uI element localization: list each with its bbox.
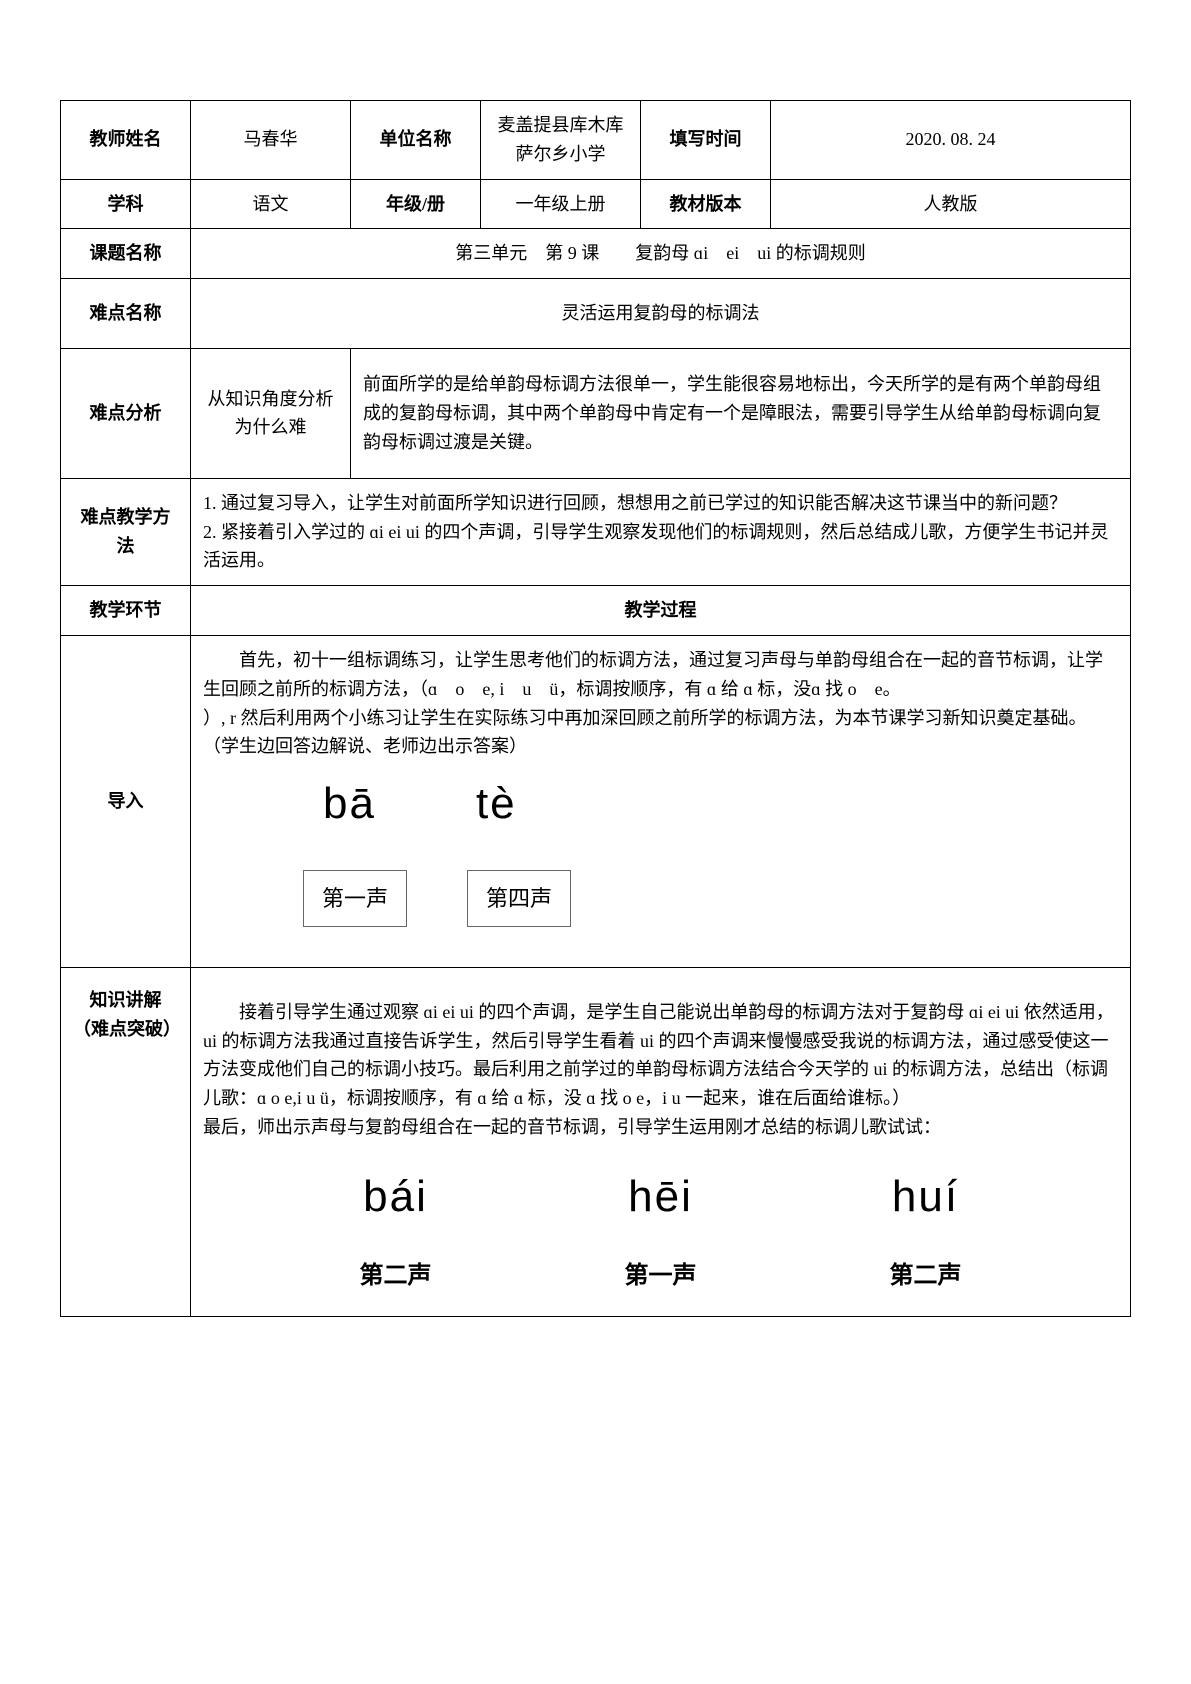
pinyin-col-2: hēi 第一声 bbox=[625, 1162, 697, 1296]
unit-name-label: 单位名称 bbox=[351, 101, 481, 180]
textbook-label: 教材版本 bbox=[641, 179, 771, 229]
process-header-row: 教学环节 教学过程 bbox=[61, 586, 1131, 636]
teaching-method-content: 1. 通过复习导入，让学生对前面所学知识进行回顾，想想用之前已学过的知识能否解决… bbox=[191, 478, 1131, 585]
teaching-process-label: 教学过程 bbox=[191, 586, 1131, 636]
topic-value: 第三单元 第 9 课 复韵母 ɑi ei ui 的标调规则 bbox=[191, 229, 1131, 279]
explain-p2: 最后，师出示声母与复韵母组合在一起的音节标调，引导学生运用刚才总结的标调儿歌试试… bbox=[203, 1113, 1118, 1142]
grade-value: 一年级上册 bbox=[481, 179, 641, 229]
pinyin-ba: bā bbox=[323, 769, 376, 839]
textbook-value: 人教版 bbox=[771, 179, 1131, 229]
intro-p1: 首先，初十一组标调练习，让学生思考他们的标调方法，通过复习声母与单韵母组合在一起… bbox=[203, 646, 1118, 704]
difficulty-analysis-row: 难点分析 从知识角度分析为什么难 前面所学的是给单韵母标调方法很单一，学生能很容… bbox=[61, 348, 1131, 478]
pinyin-te: tè bbox=[476, 769, 517, 839]
difficulty-analysis-sub: 从知识角度分析为什么难 bbox=[191, 348, 351, 478]
header-row-2: 学科 语文 年级/册 一年级上册 教材版本 人教版 bbox=[61, 179, 1131, 229]
intro-p2: ）, r 然后利用两个小练习让学生在实际练习中再加深回顾之前所学的标调方法，为本… bbox=[203, 704, 1118, 762]
difficulty-name-value: 灵活运用复韵母的标调法 bbox=[191, 279, 1131, 349]
tone-boxes: 第一声 第四声 bbox=[303, 870, 1118, 927]
explain-pinyin-row: bái 第二声 hēi 第一声 huí 第二声 bbox=[263, 1162, 1058, 1296]
difficulty-name-row: 难点名称 灵活运用复韵母的标调法 bbox=[61, 279, 1131, 349]
teaching-method-row: 难点教学方法 1. 通过复习导入，让学生对前面所学知识进行回顾，想想用之前已学过… bbox=[61, 478, 1131, 585]
grade-label: 年级/册 bbox=[351, 179, 481, 229]
teaching-method-p2: 2. 紧接着引入学过的 ɑi ei ui 的四个声调，引导学生观察发现他们的标调… bbox=[203, 518, 1118, 576]
topic-row: 课题名称 第三单元 第 9 课 复韵母 ɑi ei ui 的标调规则 bbox=[61, 229, 1131, 279]
teacher-name-label: 教师姓名 bbox=[61, 101, 191, 180]
fill-time-value: 2020. 08. 24 bbox=[771, 101, 1131, 180]
pinyin-hui: huí bbox=[890, 1162, 962, 1232]
intro-row: 导入 首先，初十一组标调练习，让学生思考他们的标调方法，通过复习声母与单韵母组合… bbox=[61, 635, 1131, 967]
explain-content: 接着引导学生通过观察 ɑi ei ui 的四个声调，是学生自己能说出单韵母的标调… bbox=[191, 967, 1131, 1316]
header-row-1: 教师姓名 马春华 单位名称 麦盖提县库木库萨尔乡小学 填写时间 2020. 08… bbox=[61, 101, 1131, 180]
explain-p1: 接着引导学生通过观察 ɑi ei ui 的四个声调，是学生自己能说出单韵母的标调… bbox=[203, 998, 1118, 1113]
tone-box-2: 第四声 bbox=[467, 870, 571, 927]
pinyin-hei: hēi bbox=[625, 1162, 697, 1232]
tone-box-1: 第一声 bbox=[303, 870, 407, 927]
subject-value: 语文 bbox=[191, 179, 351, 229]
difficulty-name-label: 难点名称 bbox=[61, 279, 191, 349]
teacher-name-value: 马春华 bbox=[191, 101, 351, 180]
unit-name-value: 麦盖提县库木库萨尔乡小学 bbox=[481, 101, 641, 180]
topic-label: 课题名称 bbox=[61, 229, 191, 279]
difficulty-analysis-text: 前面所学的是给单韵母标调方法很单一，学生能很容易地标出，今天所学的是有两个单韵母… bbox=[351, 348, 1131, 478]
difficulty-analysis-label: 难点分析 bbox=[61, 348, 191, 478]
teaching-method-p1: 1. 通过复习导入，让学生对前面所学知识进行回顾，想想用之前已学过的知识能否解决… bbox=[203, 489, 1118, 518]
tone-hui: 第二声 bbox=[890, 1257, 962, 1295]
intro-content: 首先，初十一组标调练习，让学生思考他们的标调方法，通过复习声母与单韵母组合在一起… bbox=[191, 635, 1131, 967]
pinyin-col-1: bái 第二声 bbox=[360, 1162, 432, 1296]
intro-pinyin-row: bā tè bbox=[323, 769, 1118, 839]
tone-bai: 第二声 bbox=[360, 1257, 432, 1295]
pinyin-col-3: huí 第二声 bbox=[890, 1162, 962, 1296]
intro-label: 导入 bbox=[61, 635, 191, 967]
pinyin-bai: bái bbox=[360, 1162, 432, 1232]
tone-hei: 第一声 bbox=[625, 1257, 697, 1295]
explain-row: 知识讲解（难点突破） 接着引导学生通过观察 ɑi ei ui 的四个声调，是学生… bbox=[61, 967, 1131, 1316]
subject-label: 学科 bbox=[61, 179, 191, 229]
lesson-plan-table: 教师姓名 马春华 单位名称 麦盖提县库木库萨尔乡小学 填写时间 2020. 08… bbox=[60, 100, 1131, 1317]
teaching-method-label: 难点教学方法 bbox=[61, 478, 191, 585]
teaching-stage-label: 教学环节 bbox=[61, 586, 191, 636]
explain-label: 知识讲解（难点突破） bbox=[61, 967, 191, 1316]
fill-time-label: 填写时间 bbox=[641, 101, 771, 180]
